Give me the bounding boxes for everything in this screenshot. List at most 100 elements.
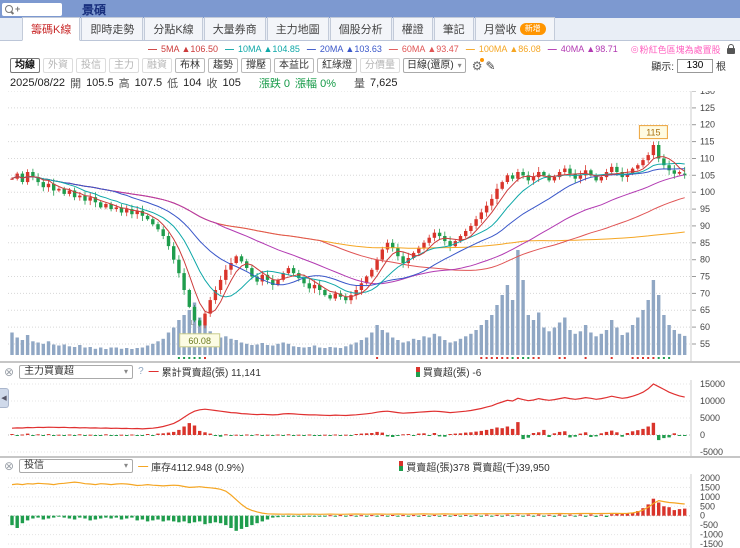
svg-text:-1000: -1000 <box>700 530 723 540</box>
main-force-indicator-dropdown[interactable]: 主力買賣超 ▾ <box>19 364 134 379</box>
close-icon[interactable]: ⊗ <box>4 459 15 473</box>
period-dropdown[interactable]: 日線(還原) ▾ <box>403 58 466 73</box>
tab-main-force-map[interactable]: 主力地圖 <box>266 17 329 40</box>
svg-text:-500: -500 <box>700 520 718 530</box>
svg-text:60: 60 <box>700 322 710 332</box>
ohlc-info-row: 2025/08/22 開 105.5 高 107.5 低 104 收 105 漲跌 0 … <box>0 74 740 91</box>
svg-text:-1500: -1500 <box>700 539 723 548</box>
change-value: 漲跌 0 <box>258 77 291 90</box>
main-force-canvas[interactable]: 15000 10000 5000 0 -5000 <box>0 380 740 456</box>
ma40-legend: —40MA ▲98.71 <box>547 44 618 54</box>
svg-text:120: 120 <box>700 120 715 130</box>
svg-text:125: 125 <box>700 103 715 113</box>
high-value: 107.5 <box>134 76 163 89</box>
netbuy-legend: 買賣超(張) -6 <box>415 364 481 379</box>
svg-text:95: 95 <box>700 204 710 214</box>
tab-chip-kline[interactable]: 籌碼K線 <box>22 17 81 41</box>
svg-text:115: 115 <box>646 128 660 138</box>
svg-text:15000: 15000 <box>700 380 725 389</box>
svg-text:55: 55 <box>700 339 710 349</box>
chip-foreign[interactable]: 外資 <box>43 58 73 73</box>
chip-margin[interactable]: 融資 <box>142 58 172 73</box>
chip-trend[interactable]: 趨勢 <box>208 58 238 73</box>
display-label: 顯示: <box>651 62 674 73</box>
open-value: 105.5 <box>86 76 114 89</box>
help-icon[interactable]: ? <box>138 366 144 377</box>
bar-pair-icon <box>415 366 420 377</box>
chevron-down-icon: ▾ <box>457 61 462 70</box>
chip-pe-ratio[interactable]: 本益比 <box>274 58 314 73</box>
chip-support-pressure[interactable]: 撐壓 <box>241 58 271 73</box>
svg-text:60.08: 60.08 <box>188 336 211 346</box>
tab-bar: 籌碼K線 即時走勢 分點K線 大量券商 主力地圖 個股分析 權證 筆記 月營收 … <box>0 17 740 41</box>
stock-name-title: 景碩 <box>82 2 107 17</box>
chevron-down-icon: ▾ <box>124 366 129 376</box>
main-force-panel: ⊗ 主力買賣超 ▾ ? — 累計買賣超(張) 11,141 買賣超(張) -6 15… <box>0 361 740 456</box>
svg-text:115: 115 <box>700 137 714 147</box>
main-force-panel-header: ⊗ 主力買賣超 ▾ ? — 累計買賣超(張) 11,141 買賣超(張) -6 <box>0 363 740 380</box>
change-pct-value: 漲幅 0% <box>295 77 336 90</box>
chip-main-force[interactable]: 主力 <box>109 58 139 73</box>
collapse-panel-handle[interactable]: ◀ <box>0 388 9 408</box>
display-bars-group: 顯示: 根 <box>651 58 726 73</box>
indicator-controls-row: 均線 外資 投信 主力 融資 布林 趨勢 撐壓 本益比 紅綠燈 分價量 日線(還… <box>0 57 740 74</box>
svg-text:65: 65 <box>700 305 710 315</box>
display-unit: 根 <box>716 62 726 73</box>
svg-text:0: 0 <box>700 430 705 440</box>
tab-realtime[interactable]: 即時走勢 <box>81 17 144 40</box>
chip-ma[interactable]: 均線 <box>10 58 40 73</box>
svg-text:1000: 1000 <box>700 492 720 502</box>
tab-notes[interactable]: 筆記 <box>433 17 474 40</box>
top-bar: + 景碩 <box>0 0 740 18</box>
svg-text:70: 70 <box>700 288 710 298</box>
trust-panel-header: ⊗ 投信 ▾ — 庫存4112.948 (0.9%) 買賣超(張)378 買賣超(千… <box>0 458 740 474</box>
ma60-legend: —60MA ▲93.47 <box>388 44 459 54</box>
chevron-down-icon: ▾ <box>124 461 129 470</box>
ma5-legend: —5MA ▲106.50 <box>148 44 218 54</box>
tab-stock-analysis[interactable]: 個股分析 <box>329 17 392 40</box>
svg-text:100: 100 <box>700 187 715 197</box>
close-value: 105 <box>222 76 241 89</box>
trust-indicator-dropdown[interactable]: 投信 ▾ <box>19 459 134 473</box>
svg-text:2000: 2000 <box>700 474 720 483</box>
disposition-stock-note[interactable]: ◎ 粉紅色區塊為處置股 <box>630 43 721 55</box>
chip-volume-profile[interactable]: 分價量 <box>360 58 400 73</box>
bar-pair-icon <box>399 461 404 471</box>
new-badge: 新增 <box>519 23 546 35</box>
lock-icon[interactable] <box>726 44 736 54</box>
trade-date: 2025/08/22 <box>10 76 66 89</box>
svg-text:75: 75 <box>700 272 710 282</box>
pencil-icon[interactable]: ✎ <box>485 58 496 73</box>
volume-value: 7,625 <box>370 76 398 89</box>
cumulative-legend: — 累計買賣超(張) 11,141 <box>148 366 261 379</box>
tab-branch-kline[interactable]: 分點K線 <box>144 17 203 40</box>
ma20-legend: —20MA ▲103.63 <box>306 44 382 54</box>
svg-text:130: 130 <box>700 91 715 96</box>
svg-text:L: L <box>191 320 195 327</box>
main-kline-chart[interactable]: 130 125 120 115 110 105 100 95 90 85 80 75 70 65 60 55 1… <box>0 91 740 361</box>
ma100-legend: —100MA ▲86.08 <box>465 44 541 54</box>
chip-traffic-light[interactable]: 紅綠燈 <box>317 58 357 73</box>
svg-text:-5000: -5000 <box>700 447 723 456</box>
trust-panel: ⊗ 投信 ▾ — 庫存4112.948 (0.9%) 買賣超(張)378 買賣超(千… <box>0 456 740 548</box>
close-icon[interactable]: ⊗ <box>4 364 15 379</box>
gear-icon[interactable]: ⚙ <box>471 57 485 73</box>
tab-big-brokers[interactable]: 大量券商 <box>203 17 266 40</box>
tab-warrants[interactable]: 權證 <box>392 17 433 40</box>
stock-search-box[interactable]: + <box>2 2 62 16</box>
chip-bollinger[interactable]: 布林 <box>175 58 205 73</box>
add-icon: + <box>15 4 21 14</box>
search-icon <box>5 5 13 13</box>
inventory-legend: — 庫存4112.948 (0.9%) <box>138 460 245 474</box>
chip-trust[interactable]: 投信 <box>76 58 106 73</box>
svg-text:90: 90 <box>700 221 710 231</box>
trust-netbuy-legend: 買賣超(張)378 買賣超(千)39,950 <box>399 459 550 474</box>
ma10-legend: —10MA ▲104.85 <box>224 44 300 54</box>
kline-canvas[interactable]: 130 125 120 115 110 105 100 95 90 85 80 75 70 65 60 55 1… <box>0 91 740 361</box>
svg-text:0: 0 <box>700 511 705 521</box>
svg-text:85: 85 <box>700 238 710 248</box>
bars-count-input[interactable] <box>677 58 713 73</box>
tab-monthly-revenue[interactable]: 月營收 新增 <box>474 17 555 40</box>
